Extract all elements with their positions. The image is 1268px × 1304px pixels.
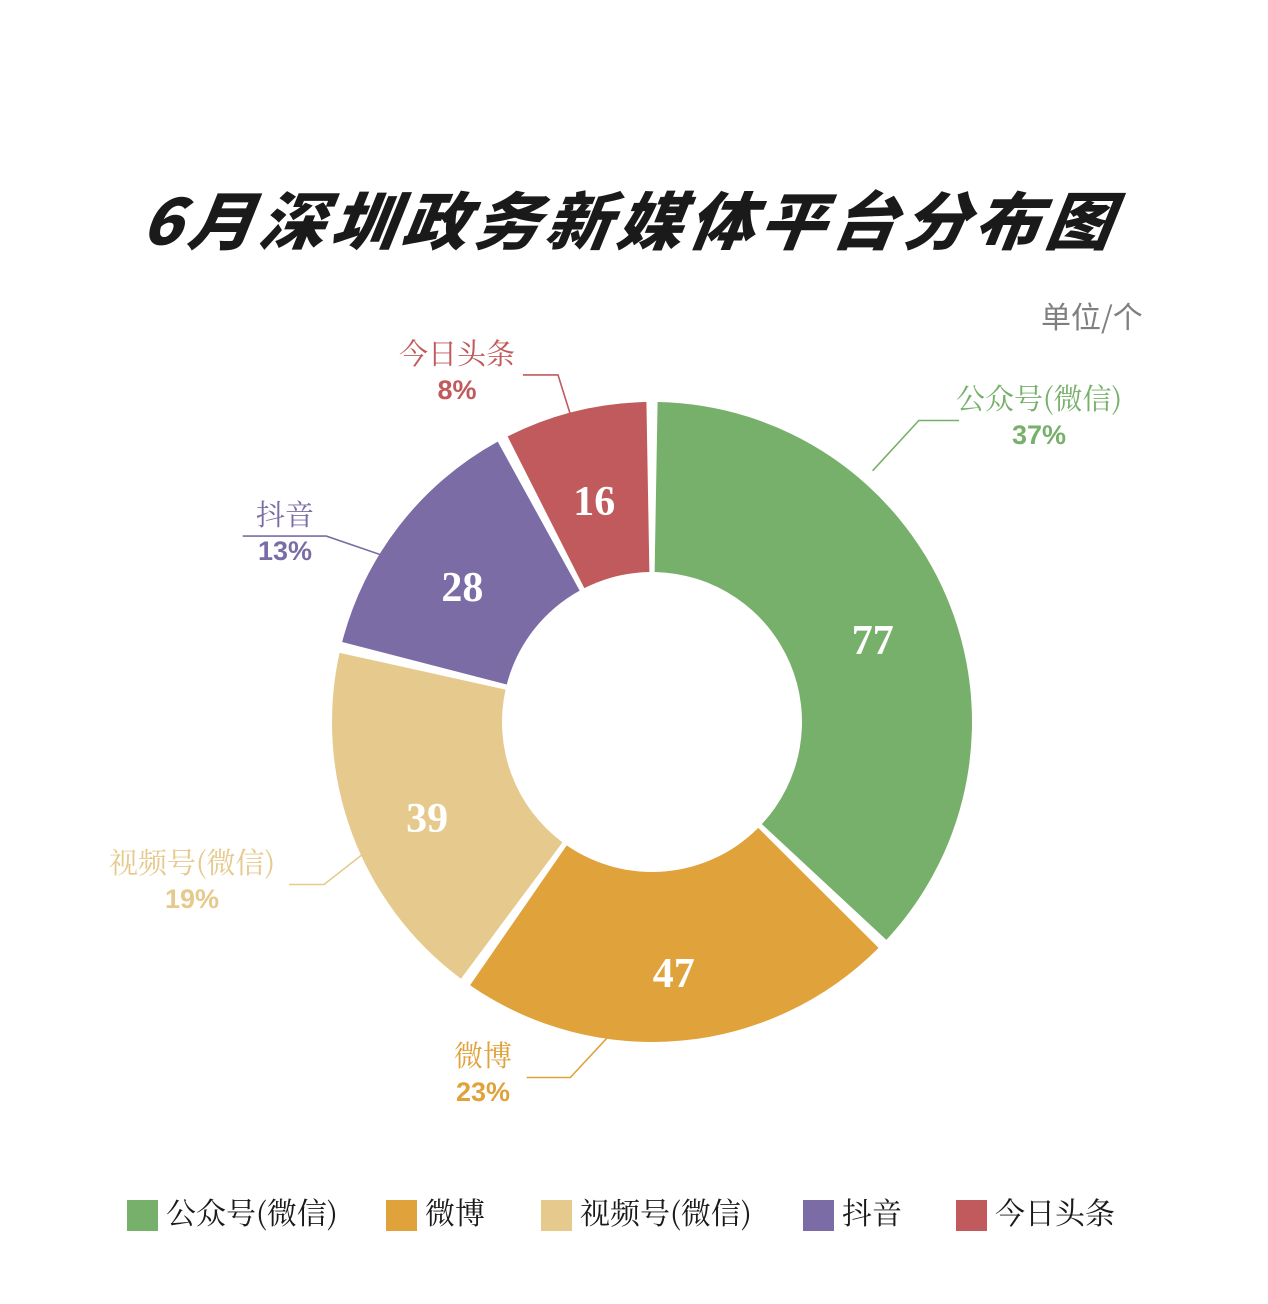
svg-text:今日头条: 今日头条 <box>995 1189 1115 1233</box>
svg-text:微博: 微博 <box>425 1189 485 1233</box>
svg-text:公众号(微信): 公众号(微信) <box>166 1189 338 1233</box>
svg-text:视频号(微信): 视频号(微信) <box>580 1189 752 1233</box>
svg-text:抖音: 抖音 <box>842 1189 902 1233</box>
